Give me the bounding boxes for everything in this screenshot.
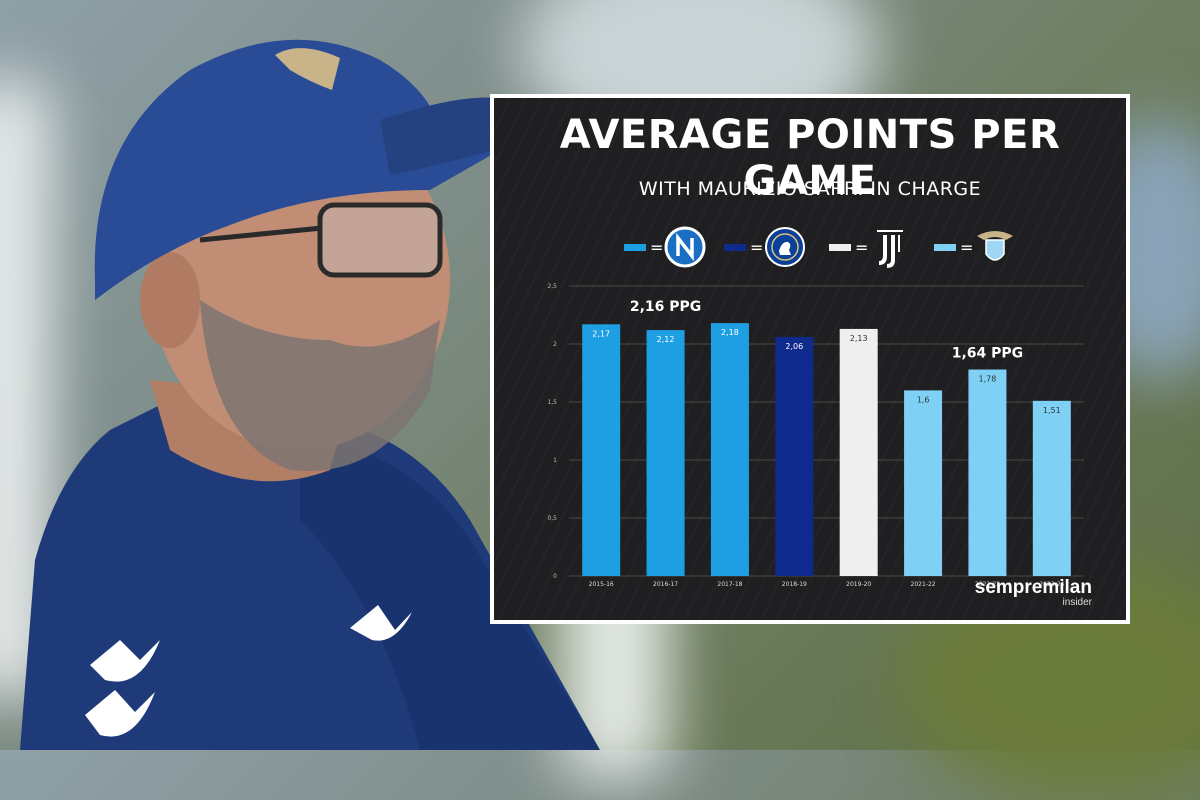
x-tick-label: 2018-19: [782, 581, 807, 588]
chelsea-logo-icon: [765, 227, 805, 267]
brand-name: sempremilan: [974, 577, 1092, 598]
value-label: 2,13: [850, 334, 868, 343]
legend-equals: =: [650, 238, 664, 257]
x-tick-label: 2015-16: [589, 581, 614, 588]
legend-swatch-juventus: [829, 244, 851, 251]
napoli-logo-icon: [664, 226, 706, 268]
legend-equals: =: [750, 238, 764, 257]
mizuno-logo-icon: [350, 605, 412, 641]
value-label: 2,18: [721, 328, 739, 337]
bar-2018-19: [775, 337, 814, 576]
lazio-logo-icon: [977, 231, 1013, 261]
legend-swatch-lazio: [934, 244, 956, 251]
mizuno-logo-sleeve-2-icon: [85, 690, 155, 737]
cap-brim: [380, 97, 513, 175]
juventus-logo-icon: [877, 230, 903, 268]
x-tick-label: 2021-22: [911, 581, 936, 588]
glasses-lens: [317, 202, 443, 278]
chart-title: AVERAGE POINTS PER GAME: [559, 112, 1061, 204]
x-tick-label: 2017-18: [717, 581, 742, 588]
bars: [582, 323, 1071, 576]
ppg-annotation: 2,16 PPG: [630, 299, 701, 315]
legend: = = = =: [624, 226, 1013, 270]
grid-lines: [569, 285, 1084, 577]
value-label: 1,51: [1043, 406, 1061, 415]
bar-2023-24: [1032, 400, 1071, 576]
x-tick-label: 2023-24: [1039, 581, 1064, 588]
y-tick-label: 0: [553, 573, 557, 580]
labels: 0 0,5 1 1,5 2 2,5 2,17 2015-16 2,12 2016-17 2,18 20…: [547, 283, 1064, 588]
x-tick-label: 2016-17: [653, 581, 678, 588]
legend-equals: =: [960, 238, 974, 257]
ear: [140, 252, 200, 348]
bar-2021-22: [904, 390, 943, 576]
value-label: 2,17: [592, 329, 610, 338]
value-label: 2,12: [657, 335, 675, 344]
bar-chart: 0 0,5 1 1,5 2 2,5 2,17 2015-16 2,12 2016-17 2,18 20…: [547, 283, 1084, 588]
infographic-card: AVERAGE POINTS PER GAME WITH MAURIZIO SA…: [490, 94, 1130, 624]
value-label: 1,78: [979, 375, 997, 384]
bar-2015-16: [582, 324, 621, 576]
glasses-arm: [199, 225, 323, 243]
x-tick-label: 2019-20: [846, 581, 871, 588]
legend-item-lazio: =: [934, 226, 1024, 270]
coach-photo: [20, 39, 600, 750]
mizuno-logo-sleeve-icon: [90, 640, 160, 682]
legend-swatch-napoli: [624, 244, 646, 251]
legend-item-chelsea: =: [724, 226, 814, 270]
shirt-shadow: [300, 430, 600, 750]
y-tick-label: 1,5: [547, 399, 557, 406]
bar-2019-20: [839, 328, 878, 576]
x-tick-label: 2022-23: [975, 581, 1000, 588]
beard: [200, 300, 440, 471]
bar-2022-23: [968, 369, 1007, 576]
lazio-eagle-badge-icon: [275, 48, 340, 90]
legend-item-juventus: =: [829, 226, 919, 270]
chart-subtitle: WITH MAURIZIO SARRI IN CHARGE: [638, 178, 982, 200]
y-tick-label: 1: [553, 457, 557, 464]
brand-sub: insider: [1062, 597, 1092, 608]
value-label: 1,6: [917, 395, 930, 404]
legend-swatch-chelsea: [724, 244, 746, 251]
legend-equals: =: [855, 238, 869, 257]
cap: [94, 39, 510, 300]
brand-logo: sempremilan insider: [975, 578, 1092, 608]
bar-2017-18: [710, 323, 749, 576]
y-tick-label: 2: [553, 341, 557, 348]
legend-item-napoli: =: [624, 226, 714, 270]
y-tick-label: 0,5: [547, 515, 557, 522]
bar-2016-17: [646, 330, 685, 576]
ppg-annotation: 1,64 PPG: [952, 346, 1023, 362]
value-label: 2,06: [785, 342, 803, 351]
y-tick-label: 2,5: [547, 283, 557, 290]
